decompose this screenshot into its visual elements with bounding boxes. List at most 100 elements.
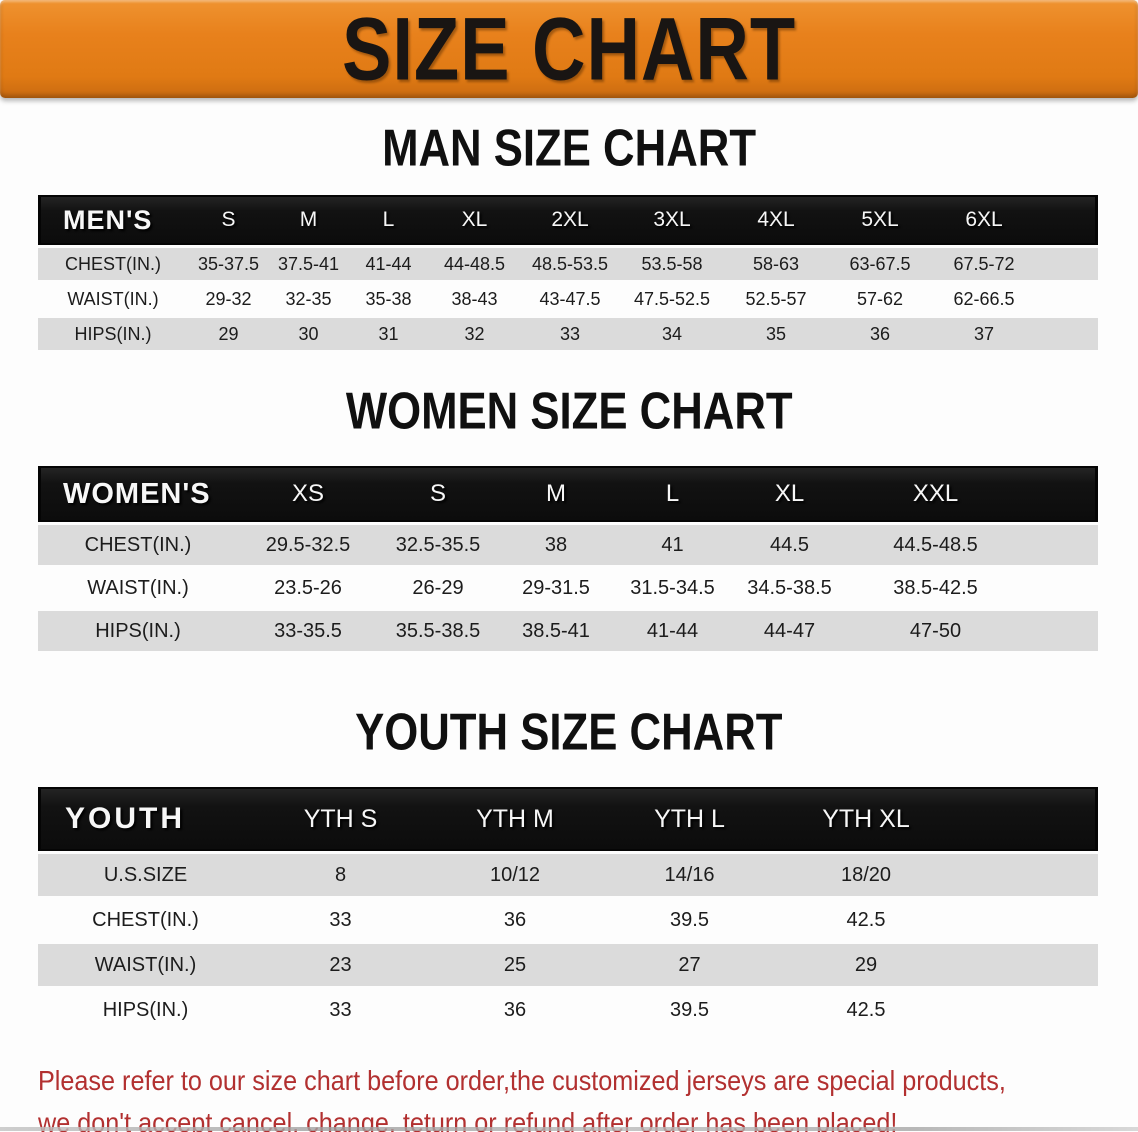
table-cell: 48.5-53.5 <box>520 248 620 280</box>
bottom-edge-strip <box>0 1127 1138 1131</box>
table-cell-spacer <box>1036 248 1098 280</box>
banner-title: SIZE CHART <box>341 0 797 99</box>
table-cell: 8 <box>253 854 428 896</box>
table-cell: 33-35.5 <box>238 611 378 651</box>
youth-section-heading: YOUTH SIZE CHART <box>0 702 1138 761</box>
table-cell-spacer <box>955 944 1098 986</box>
youth-header-spacer <box>955 787 1098 851</box>
table-cell: 34 <box>620 318 724 350</box>
table-cell-spacer <box>1023 525 1098 565</box>
men-waist-row: WAIST(IN.) 29-32 32-35 35-38 38-43 43-47… <box>38 283 1098 315</box>
table-cell: 47-50 <box>848 611 1023 651</box>
disclaimer: Please refer to our size chart before or… <box>0 1060 1138 1132</box>
women-col-s: S <box>378 466 498 522</box>
men-col-5xl: 5XL <box>828 195 932 245</box>
table-cell: 53.5-58 <box>620 248 724 280</box>
men-col-6xl: 6XL <box>932 195 1036 245</box>
men-chest-row: CHEST(IN.) 35-37.5 37.5-41 41-44 44-48.5… <box>38 248 1098 280</box>
table-cell-spacer <box>955 899 1098 941</box>
table-cell-spacer <box>1023 568 1098 608</box>
women-col-xs: XS <box>238 466 378 522</box>
table-cell: 41 <box>614 525 731 565</box>
row-label: HIPS(IN.) <box>38 318 188 350</box>
table-cell: 18/20 <box>777 854 955 896</box>
women-header-row: WOMEN'S XS S M L XL XXL <box>38 466 1098 522</box>
youth-ussize-row: U.S.SIZE 8 10/12 14/16 18/20 <box>38 854 1098 896</box>
youth-heading-text: YOUTH SIZE CHART <box>355 702 783 761</box>
table-cell: 43-47.5 <box>520 283 620 315</box>
table-cell: 44-48.5 <box>429 248 520 280</box>
women-table-title: WOMEN'S <box>38 466 238 522</box>
youth-col-l: YTH L <box>602 787 777 851</box>
table-cell: 62-66.5 <box>932 283 1036 315</box>
men-table-title: MEN'S <box>38 195 188 245</box>
youth-col-m: YTH M <box>428 787 602 851</box>
men-col-l: L <box>348 195 429 245</box>
table-cell: 30 <box>269 318 348 350</box>
row-label: WAIST(IN.) <box>38 944 253 986</box>
men-section-heading: MAN SIZE CHART <box>0 118 1138 177</box>
table-cell: 34.5-38.5 <box>731 568 848 608</box>
men-col-3xl: 3XL <box>620 195 724 245</box>
table-cell: 35 <box>724 318 828 350</box>
table-cell: 36 <box>828 318 932 350</box>
row-label: WAIST(IN.) <box>38 283 188 315</box>
women-col-l: L <box>614 466 731 522</box>
men-heading-text: MAN SIZE CHART <box>382 118 756 177</box>
table-cell: 41-44 <box>348 248 429 280</box>
size-chart-banner: SIZE CHART <box>0 0 1138 99</box>
table-cell: 33 <box>253 899 428 941</box>
women-waist-row: WAIST(IN.) 23.5-26 26-29 29-31.5 31.5-34… <box>38 568 1098 608</box>
table-cell: 31 <box>348 318 429 350</box>
table-cell: 47.5-52.5 <box>620 283 724 315</box>
table-cell: 41-44 <box>614 611 731 651</box>
men-header-spacer <box>1036 195 1098 245</box>
table-cell: 38-43 <box>429 283 520 315</box>
table-cell: 29-32 <box>188 283 269 315</box>
table-cell: 10/12 <box>428 854 602 896</box>
table-cell: 23.5-26 <box>238 568 378 608</box>
men-col-s: S <box>188 195 269 245</box>
youth-waist-row: WAIST(IN.) 23 25 27 29 <box>38 944 1098 986</box>
row-label: CHEST(IN.) <box>38 248 188 280</box>
table-cell: 37.5-41 <box>269 248 348 280</box>
table-cell: 42.5 <box>777 899 955 941</box>
table-cell: 38.5-41 <box>498 611 614 651</box>
table-cell: 63-67.5 <box>828 248 932 280</box>
table-cell: 37 <box>932 318 1036 350</box>
women-heading-text: WOMEN SIZE CHART <box>345 381 793 440</box>
table-cell: 35-38 <box>348 283 429 315</box>
youth-chest-row: CHEST(IN.) 33 36 39.5 42.5 <box>38 899 1098 941</box>
table-cell: 32-35 <box>269 283 348 315</box>
table-cell: 29 <box>188 318 269 350</box>
women-section-heading: WOMEN SIZE CHART <box>0 381 1138 440</box>
men-size-table: MEN'S S M L XL 2XL 3XL 4XL 5XL 6XL CHEST… <box>38 192 1098 353</box>
table-cell: 36 <box>428 899 602 941</box>
table-cell: 42.5 <box>777 989 955 1031</box>
row-label: CHEST(IN.) <box>38 525 238 565</box>
row-label: CHEST(IN.) <box>38 899 253 941</box>
table-cell: 33 <box>520 318 620 350</box>
men-col-m: M <box>269 195 348 245</box>
row-label: HIPS(IN.) <box>38 611 238 651</box>
table-cell: 36 <box>428 989 602 1031</box>
table-cell: 23 <box>253 944 428 986</box>
men-col-xl: XL <box>429 195 520 245</box>
table-cell: 44.5 <box>731 525 848 565</box>
women-size-table: WOMEN'S XS S M L XL XXL CHEST(IN.) 29.5-… <box>38 463 1098 654</box>
youth-table-title: YOUTH <box>38 787 253 851</box>
table-cell: 33 <box>253 989 428 1031</box>
women-col-m: M <box>498 466 614 522</box>
youth-hips-row: HIPS(IN.) 33 36 39.5 42.5 <box>38 989 1098 1031</box>
youth-size-table: YOUTH YTH S YTH M YTH L YTH XL U.S.SIZE … <box>38 784 1098 1034</box>
women-col-xxl: XXL <box>848 466 1023 522</box>
table-cell: 38.5-42.5 <box>848 568 1023 608</box>
men-hips-row: HIPS(IN.) 29 30 31 32 33 34 35 36 37 <box>38 318 1098 350</box>
table-cell-spacer <box>1023 611 1098 651</box>
women-hips-row: HIPS(IN.) 33-35.5 35.5-38.5 38.5-41 41-4… <box>38 611 1098 651</box>
row-label: HIPS(IN.) <box>38 989 253 1031</box>
men-header-row: MEN'S S M L XL 2XL 3XL 4XL 5XL 6XL <box>38 195 1098 245</box>
table-cell: 58-63 <box>724 248 828 280</box>
table-cell: 38 <box>498 525 614 565</box>
